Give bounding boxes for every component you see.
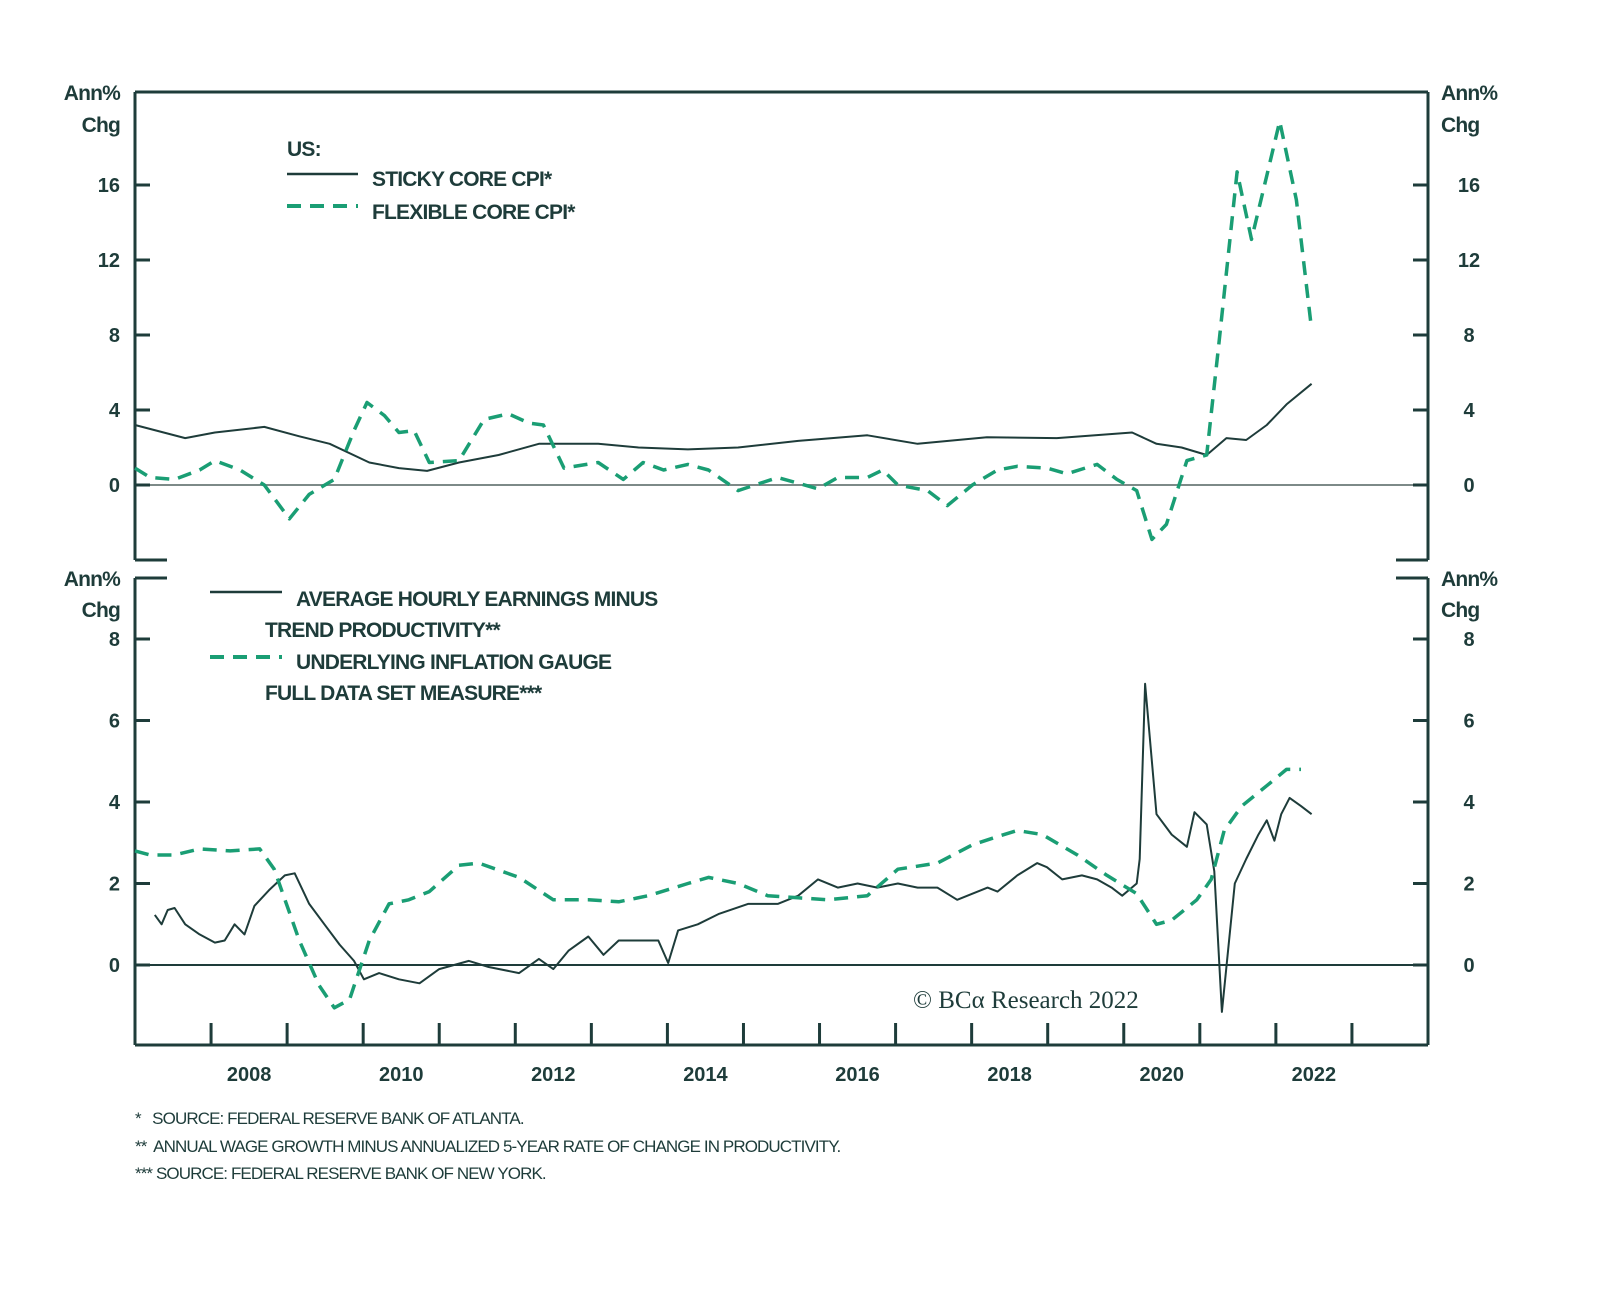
legend-sticky-label: STICKY CORE CPI* [372, 168, 553, 191]
top-legend: US: STICKY CORE CPI* FLEXIBLE CORE CPI* [287, 138, 577, 224]
y-tick-label-left: 4 [109, 400, 121, 422]
top-series-solid-line [134, 383, 1313, 472]
bottom-right-ylabel-2: Chg [1441, 599, 1479, 622]
legend-flexible-label: FLEXIBLE CORE CPI* [372, 201, 576, 224]
y-tick-label-left: 6 [109, 711, 120, 733]
y-tick-label-left: 12 [98, 250, 120, 272]
footnote-1: * SOURCE: FEDERAL RESERVE BANK OF ATLANT… [135, 1109, 524, 1128]
footnote-2: ** ANNUAL WAGE GROWTH MINUS ANNUALIZED 5… [135, 1137, 840, 1156]
legend-ahe-label-1: AVERAGE HOURLY EARNINGS MINUS [296, 588, 658, 611]
y-tick-label-right: 0 [1463, 475, 1474, 497]
y-tick-label-left: 2 [109, 874, 120, 896]
y-tick-label-right: 12 [1458, 250, 1480, 272]
y-tick-label-left: 0 [109, 475, 120, 497]
bottom-series-dashed-line [134, 767, 1301, 1010]
bottom-left-ylabel-2: Chg [82, 599, 120, 622]
series-lines [134, 119, 1314, 1013]
top-right-ylabel-2: Chg [1441, 114, 1479, 137]
y-tick-label-left: 0 [109, 955, 120, 977]
legend-ahe-label-2: TREND PRODUCTIVITY** [265, 619, 501, 642]
x-tick-label: 2020 [1140, 1064, 1185, 1086]
y-tick-label-right: 4 [1463, 400, 1475, 422]
x-tick-label: 2010 [379, 1064, 424, 1086]
x-tick-label: 2016 [835, 1064, 880, 1086]
top-left-ylabel-2: Chg [82, 114, 120, 137]
axis-ticks: 0 0 4 4 8 8 12 12 16 16 0 0 2 2 4 4 6 6 8 8 2008 2010 2012 2014… [98, 175, 1480, 1086]
legend-uig-label-1: UNDERLYING INFLATION GAUGE [296, 651, 612, 674]
bottom-left-ylabel-1: Ann% [64, 568, 121, 591]
y-tick-label-right: 6 [1463, 711, 1474, 733]
top-right-ylabel-1: Ann% [1441, 82, 1498, 105]
x-tick-label: 2022 [1292, 1064, 1337, 1086]
legend-uig-label-2: FULL DATA SET MEASURE*** [265, 682, 543, 705]
y-tick-label-left: 4 [109, 792, 121, 814]
y-tick-label-right: 0 [1463, 955, 1474, 977]
x-tick-label: 2012 [531, 1064, 576, 1086]
copyright-text: © BCα Research 2022 [913, 987, 1139, 1014]
y-tick-label-left: 8 [109, 629, 120, 651]
chart-frame [133, 90, 1430, 1047]
y-tick-label-right: 8 [1463, 325, 1474, 347]
footnote-3: *** SOURCE: FEDERAL RESERVE BANK OF NEW … [135, 1164, 546, 1183]
top-left-ylabel-1: Ann% [64, 82, 121, 105]
top-series-dashed-line [134, 119, 1314, 542]
y-tick-label-right: 8 [1463, 629, 1474, 651]
legend-title: US: [287, 138, 321, 161]
y-tick-label-right: 4 [1463, 792, 1475, 814]
bottom-legend: AVERAGE HOURLY EARNINGS MINUS TREND PROD… [210, 588, 659, 705]
y-tick-label-right: 16 [1458, 175, 1480, 197]
x-tick-label: 2014 [683, 1064, 728, 1086]
bottom-right-ylabel-1: Ann% [1441, 568, 1498, 591]
y-tick-label-right: 2 [1463, 874, 1474, 896]
x-tick-label: 2018 [987, 1064, 1032, 1086]
y-tick-label-left: 8 [109, 325, 120, 347]
x-tick-label: 2008 [227, 1064, 272, 1086]
bottom-series-solid-line [153, 682, 1313, 1013]
y-tick-label-left: 16 [98, 175, 120, 197]
